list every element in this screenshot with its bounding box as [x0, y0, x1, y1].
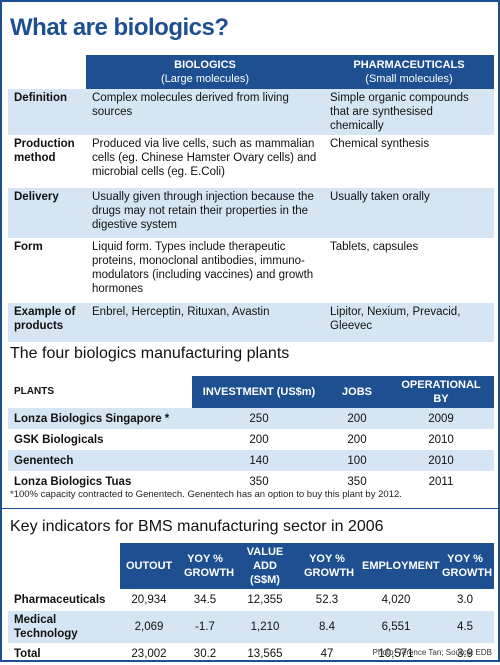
header-cell: YOY % GROWTH [178, 543, 234, 589]
row-label: Total [14, 648, 41, 660]
cell: 12,355 [247, 594, 283, 606]
header-cell: JOBS [326, 376, 388, 408]
cell: 20,934 [131, 594, 167, 606]
cell: Tablets, capsules [330, 241, 419, 253]
title: What are biologics? [10, 14, 229, 41]
indicators-table: OUTOUT YOY % GROWTH VALUE ADD (S$M) YOY % G… [8, 543, 494, 665]
header-cell: OUTOUT [120, 543, 178, 589]
cell: 4,020 [381, 594, 411, 606]
credit: Photo: Terence Tan; Source: EDB [372, 648, 492, 657]
cell: 200 [249, 433, 269, 446]
cell: 2010 [428, 454, 454, 467]
table-row: Example of products Enbrel, Herceptin, Ri… [8, 303, 494, 342]
cell: 4.5 [457, 621, 473, 633]
cell: 2010 [428, 433, 454, 446]
table-row: Genentech 140 100 2010 [8, 450, 494, 471]
row-label: Production method [14, 138, 75, 164]
comparison-table: BIOLOGICS (Large molecules) PHARMACEUTICAL… [8, 55, 494, 342]
cell: 30.2 [193, 648, 217, 660]
header-cell: INVESTMENT (US$m) [192, 376, 326, 408]
cell: 3.0 [457, 594, 473, 606]
row-label: Example of products [14, 306, 76, 332]
header-cell: VALUE ADD (S$M) [232, 543, 298, 589]
row-label: Lonza Biologics Tuas [14, 475, 132, 488]
header-row: PLANTS INVESTMENT (US$m) JOBS OPERATIONAL B… [8, 376, 494, 408]
section-title: Key indicators for BMS manufacturing sec… [10, 518, 384, 535]
table-row: Medical Technology 2,069 -1.7 1,210 8.4 6,551… [8, 611, 494, 643]
header-row: BIOLOGICS (Large molecules) PHARMACEUTICAL… [8, 55, 494, 89]
cell: 34.5 [193, 594, 217, 606]
cell: 250 [249, 412, 269, 425]
cell: 2009 [428, 412, 454, 425]
cell: 200 [347, 433, 367, 446]
cell: Produced via live cells, such as mammali… [92, 138, 317, 178]
cell: 1,210 [250, 621, 280, 633]
header-text: PHARMACEUTICALS [353, 59, 465, 71]
table-row: Form Liquid form. Types include therapeut… [8, 238, 494, 303]
cell: 350 [249, 475, 269, 488]
table-row: Delivery Usually given through injection … [8, 188, 494, 238]
separator [2, 508, 498, 509]
row-label: Definition [14, 92, 68, 104]
header-cell: EMPLOYMENT [356, 543, 440, 589]
cell: 3.9 [457, 648, 473, 660]
footnote: *100% capacity contracted to Genentech. … [10, 489, 402, 500]
table-row: GSK Biologicals 200 200 2010 [8, 429, 494, 450]
cell: 100 [347, 454, 367, 467]
row-label: GSK Biologicals [14, 433, 104, 446]
table-row: Pharmaceuticals 20,934 34.5 12,355 52.3 4,020… [8, 589, 494, 611]
header-cell: YOY % GROWTH [436, 543, 494, 589]
header-cell [8, 55, 86, 89]
cell: 47 [320, 648, 334, 660]
table-row: Lonza Biologics Tuas 350 350 2011 [8, 471, 494, 492]
cell: 350 [347, 475, 367, 488]
cell: Lipitor, Nexium, Prevacid, Gleevec [330, 306, 461, 332]
cell: 6,551 [381, 621, 411, 633]
table-row: Total 23,002 30.2 13,565 47 10,571 3.9 [8, 643, 494, 665]
section-title: The four biologics manufacturing plants [10, 345, 290, 362]
cell: Chemical synthesis [330, 138, 430, 150]
cell: Usually given through injection because … [92, 191, 314, 231]
row-label: Delivery [14, 191, 59, 203]
header-cell [8, 543, 120, 589]
header-cell: BIOLOGICS (Large molecules) [86, 55, 324, 89]
cell: 52.3 [315, 594, 339, 606]
header-text: (Small molecules) [365, 73, 453, 85]
table-row: Lonza Biologics Singapore * 250 200 2009 [8, 408, 494, 429]
cell: 23,002 [131, 648, 167, 660]
row-label: Form [14, 241, 43, 253]
cell: Simple organic compounds that are synthe… [330, 92, 469, 132]
header-cell: OPERATIONAL BY [388, 376, 494, 408]
row-label: Pharmaceuticals [14, 594, 106, 606]
cell: 13,565 [247, 648, 283, 660]
cell: 200 [347, 412, 367, 425]
row-label: Medical Technology [14, 614, 78, 640]
table-row: Production method Produced via live cells… [8, 135, 494, 188]
header-row: OUTOUT YOY % GROWTH VALUE ADD (S$M) YOY % G… [8, 543, 494, 589]
table-row: Definition Complex molecules derived from… [8, 89, 494, 135]
cell: Enbrel, Herceptin, Rituxan, Avastin [92, 306, 270, 318]
cell: 2011 [428, 475, 454, 488]
cell: -1.7 [195, 621, 215, 633]
header-text: (Large molecules) [160, 73, 250, 85]
header-text: BIOLOGICS [174, 59, 236, 71]
header-cell: PHARMACEUTICALS (Small molecules) [324, 55, 494, 89]
cell: 10,571 [378, 648, 414, 660]
plants-table: PLANTS INVESTMENT (US$m) JOBS OPERATIONAL B… [8, 376, 494, 492]
cell: Usually taken orally [330, 191, 430, 203]
row-label: Lonza Biologics Singapore * [14, 412, 170, 425]
cell: 8.4 [319, 621, 335, 633]
header-cell: PLANTS [8, 376, 192, 408]
cell: 2,069 [134, 621, 164, 633]
row-label: Genentech [14, 454, 74, 467]
cell: Complex molecules derived from living so… [92, 92, 289, 118]
cell: Liquid form. Types include therapeutic p… [92, 241, 314, 295]
header-cell: YOY % GROWTH [298, 543, 356, 589]
cell: 140 [249, 454, 269, 467]
